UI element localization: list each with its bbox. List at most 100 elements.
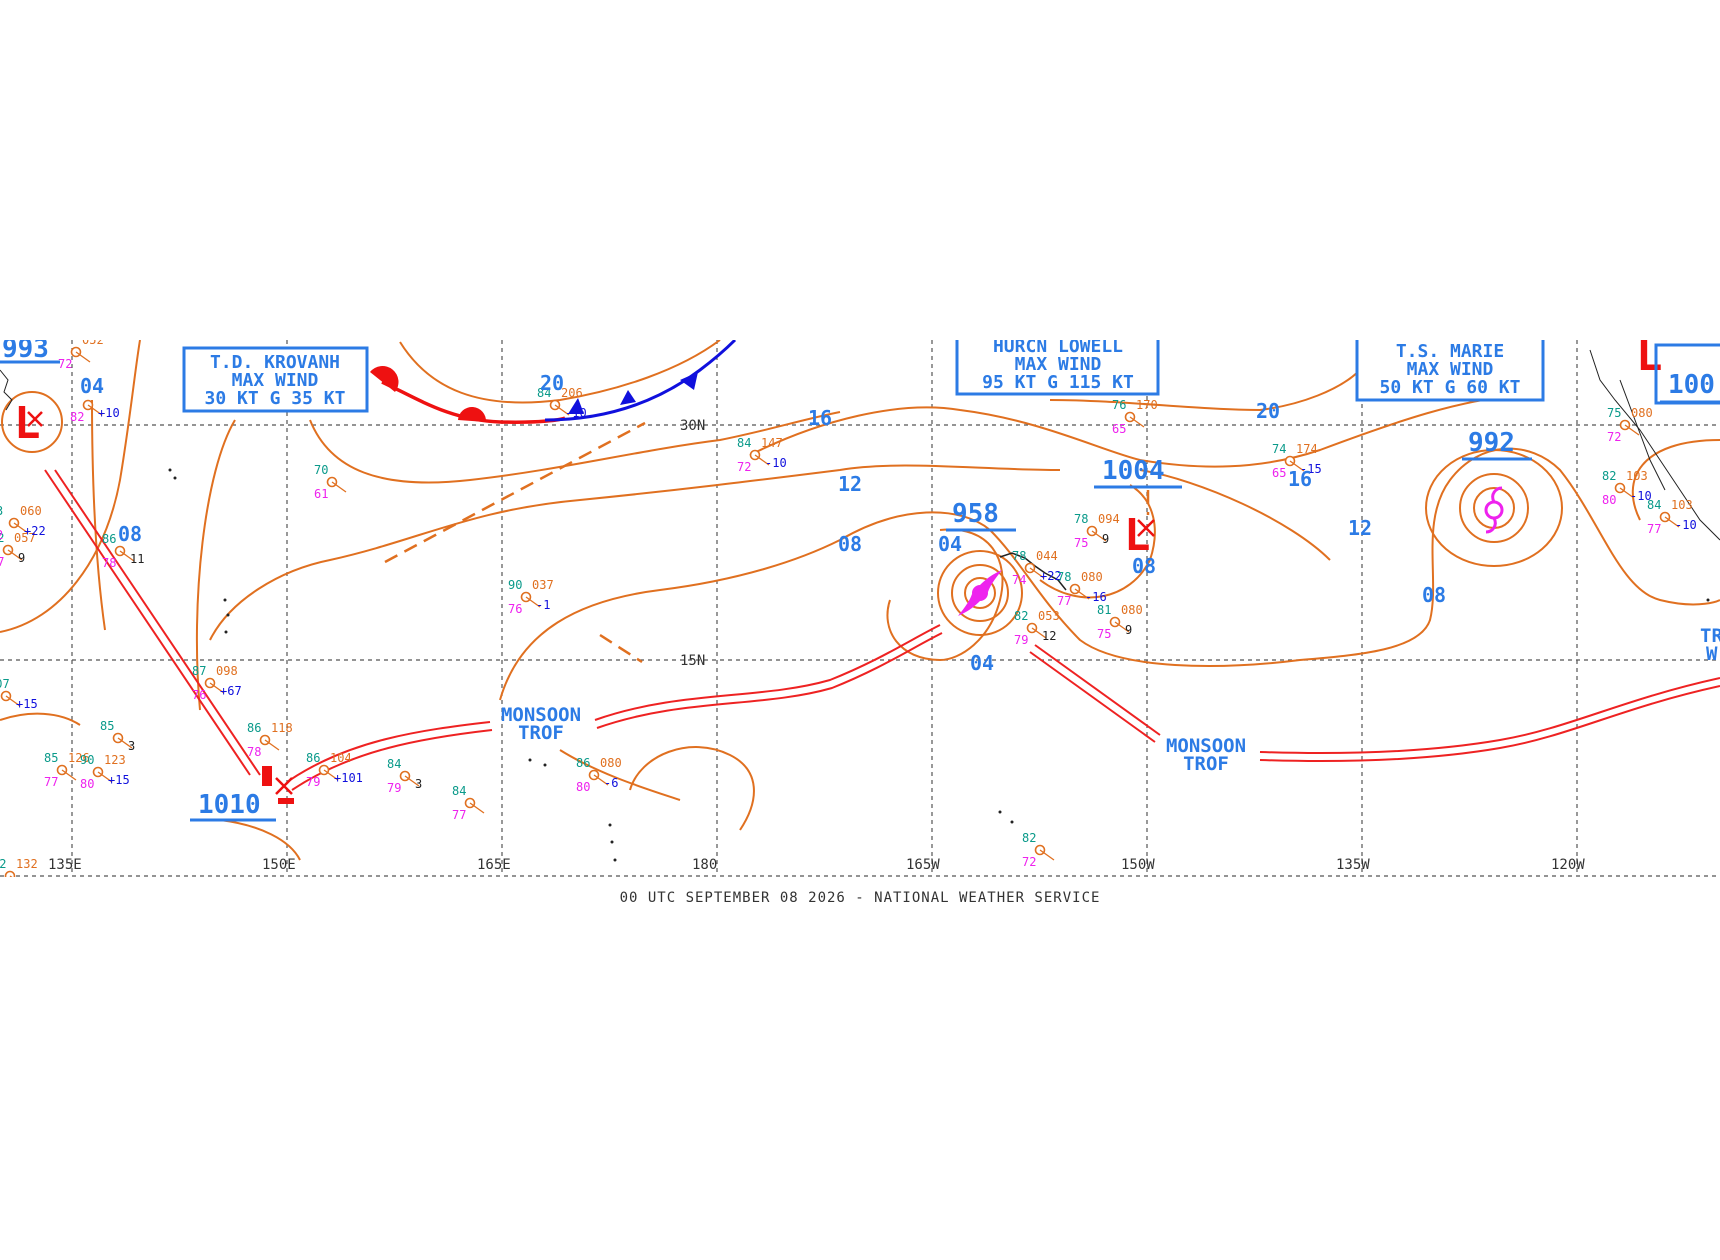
marie-ring-2 [1459, 473, 1529, 543]
station-temperature: 3 [0, 504, 3, 518]
station-pressure: 103 [1671, 498, 1693, 512]
station-dewpoint: 80 [80, 777, 94, 791]
station-tendency: -1 [536, 598, 550, 612]
lon-label-120w: 120W [1551, 857, 1585, 873]
station-temperature: 74 [1272, 442, 1286, 456]
station-dewpoint: 77 [452, 808, 466, 822]
station-tendency: -10 [765, 456, 787, 470]
station-pressure: 132 [16, 857, 38, 871]
storm-box-krovanh-line-3: 30 KT G 35 KT [205, 388, 346, 409]
station-pressure: 098 [216, 664, 238, 678]
isobar-label-20b: 20 [1256, 399, 1280, 423]
wind-barb [1624, 424, 1640, 436]
hurricane-lowell-icon [958, 570, 1002, 616]
lon-label-165e: 165E [477, 857, 511, 873]
isobar-4 [309, 411, 841, 484]
station-pressure: 104 [330, 751, 352, 765]
storm-box-lowell-line-2: MAX WIND [1015, 354, 1102, 375]
station-dewpoint: 72 [737, 460, 751, 474]
pressure-value-100x: 100 [1668, 370, 1715, 400]
isobar-12b [1139, 469, 1331, 561]
station-dewpoint: 75 [1097, 627, 1111, 641]
isobar-label-04c: 04 [970, 651, 994, 675]
lon-label-180: 180 [692, 857, 717, 873]
isobar-5 [399, 340, 721, 404]
tropical-storm-marie-icon [1484, 486, 1504, 534]
wind-barb [9, 875, 13, 877]
station-pressure: 103 [1626, 469, 1648, 483]
isobar-16 [749, 394, 1521, 468]
isobar-label-08a: 08 [118, 522, 142, 546]
isobar-04 [886, 528, 1004, 662]
station-tendency: 3 [415, 777, 422, 791]
station-plots: 84 147 72 -10 74 174 65 -15 76 170 65 78 094 75 9 78 044… [0, 340, 1697, 877]
wind-barb [1039, 849, 1055, 861]
station-plot: 82 053 79 12 [1014, 609, 1060, 647]
wind-barb [87, 404, 103, 416]
isobar-label-04b: 04 [938, 532, 962, 556]
lowell-ring-1 [937, 550, 1023, 636]
station-temperature: 70 [314, 463, 328, 477]
warm-front [370, 365, 566, 424]
pressure-value-958: 958 [952, 499, 999, 529]
station-dewpoint: 80 [576, 780, 590, 794]
monsoon-label-2-line-2: TROF [1183, 753, 1229, 775]
isobar-label-12b: 12 [1348, 516, 1372, 540]
storm-box-marie-line-1: T.S. MARIE [1396, 341, 1504, 362]
station-temperature: 82 [1602, 469, 1616, 483]
station-dewpoint: 77 [1647, 522, 1661, 536]
isobar-label-08b: 08 [838, 532, 862, 556]
pressure-centers: 993 1010 958 1004 992 100 [0, 340, 1720, 822]
station-temperature: 85 [100, 719, 114, 733]
station-temperature: 85 [44, 751, 58, 765]
station-dewpoint: 61 [314, 487, 328, 501]
station-temperature: 78 [1057, 570, 1071, 584]
station-plot: 90 123 80 +15 [80, 753, 130, 791]
station-tendency: 3 [128, 739, 135, 753]
isobar-label-16b: 16 [1288, 467, 1312, 491]
low-marker-1010b [278, 798, 294, 804]
station-plot: 82 103 80 -10 [1602, 469, 1652, 507]
station-temperature: 84 [737, 436, 751, 450]
station-dewpoint: 79 [387, 781, 401, 795]
station-tendency: +22 [1040, 569, 1062, 583]
station-plot: 1079+15 [0, 677, 38, 711]
wind-barb [61, 769, 77, 781]
station-dewpoint: 80 [1602, 493, 1616, 507]
station-plot: 82 72 [1022, 831, 1055, 869]
isobar-2 [195, 419, 236, 711]
station-temperature: 84 [1647, 498, 1661, 512]
station-dewpoint: 65 [1272, 466, 1286, 480]
station-temperature: 90 [508, 578, 522, 592]
wind-barb [469, 802, 485, 814]
station-tendency: 9 [18, 551, 25, 565]
storm-box-lowell: HURCN LOWELL MAX WIND 95 KT G 115 KT [955, 340, 1160, 396]
station-tendency: +15 [16, 697, 38, 711]
trough-dashed-1 [384, 421, 646, 564]
station-dewpoint: 77 [0, 555, 4, 569]
station-tendency: -10 [1630, 489, 1652, 503]
wind-barb [1619, 487, 1635, 499]
wind-barb [1091, 530, 1107, 542]
station-temperature: 84 [537, 386, 551, 400]
station-plot: 84 206 -10 [537, 386, 587, 420]
wind-barb [119, 550, 135, 562]
isobar-1 [0, 340, 141, 633]
isobar-label-08c: 08 [1132, 554, 1156, 578]
wind-barb [331, 481, 347, 493]
marie-ring-1 [1425, 449, 1563, 567]
graticule [0, 340, 1720, 877]
station-tendency: -6 [604, 776, 618, 790]
station-pressure: 094 [1098, 512, 1120, 526]
trough-c1 [594, 624, 941, 721]
wind-barb [1114, 621, 1130, 633]
station-tendency: -10 [1675, 518, 1697, 532]
station-tendency: +15 [108, 773, 130, 787]
station-plot: 84 79 3 [387, 757, 422, 795]
station-dewpoint: 65 [1112, 422, 1126, 436]
isobar-3 [91, 399, 106, 631]
low-x-marks [27, 411, 1155, 795]
station-plot: 78 080 77 -16 [1057, 570, 1107, 608]
station-plot: 86 080 80 -6 [576, 756, 622, 794]
station-temperature: 82 [1022, 831, 1036, 845]
